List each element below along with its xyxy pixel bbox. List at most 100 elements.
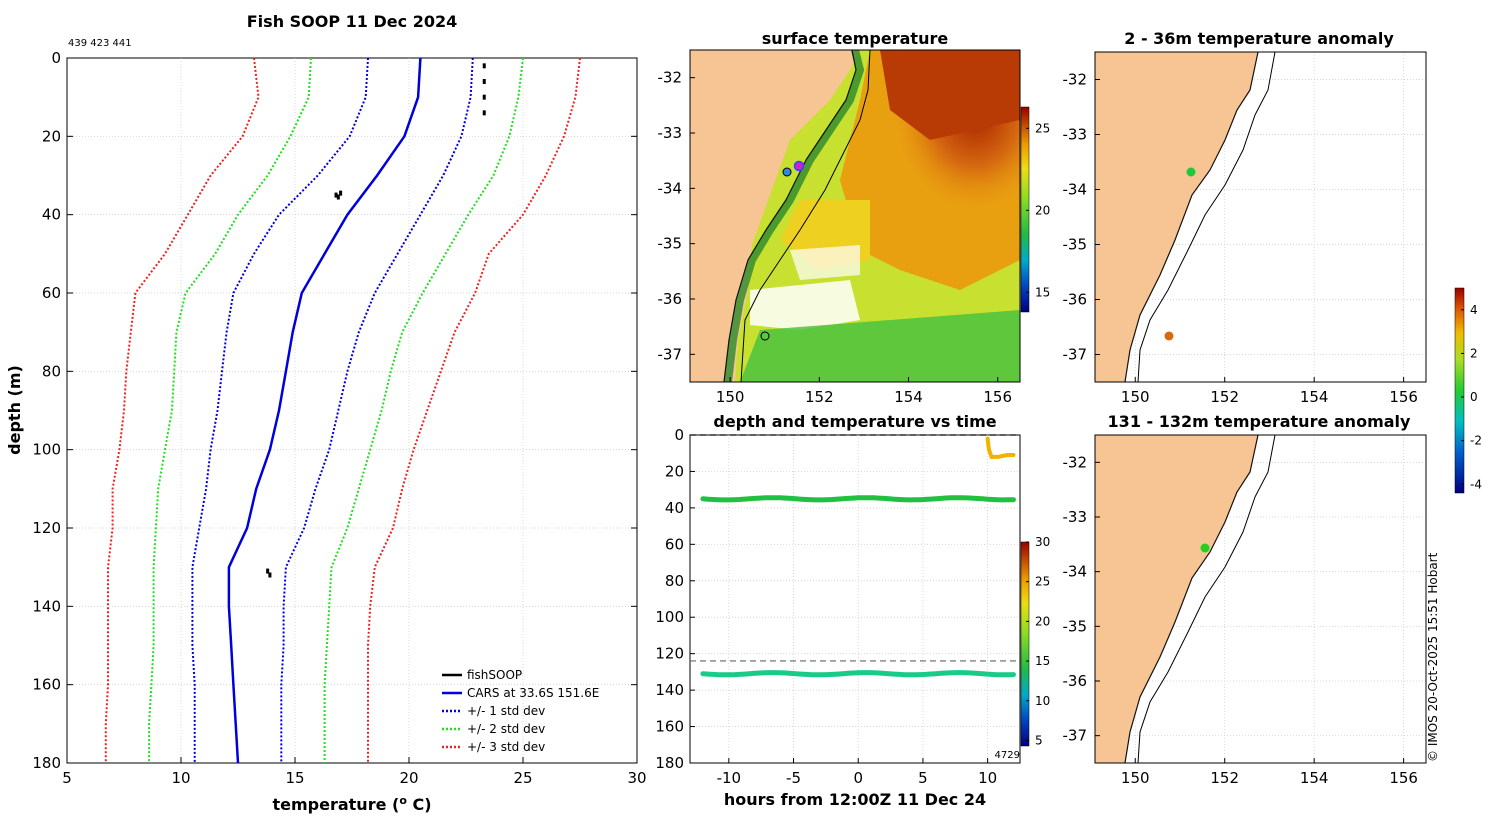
- depth-time-xtick-label: 0: [853, 769, 863, 787]
- profile-ytick-label: 0: [51, 49, 61, 67]
- profile-xtick-label: 10: [171, 769, 190, 787]
- sst-colorbar-ticks: 15 20 25: [1026, 121, 1050, 299]
- anomaly-bottom-xtick-label: 150: [1121, 769, 1150, 787]
- anomaly-top-ytick-label: -37: [1063, 346, 1088, 364]
- sst-colorbar-tick-label: 25: [1035, 121, 1050, 135]
- anomaly-bottom-isobath: [1137, 434, 1276, 764]
- profile-xtick-label: 20: [399, 769, 418, 787]
- anomaly-bottom-panel: 131 - 132m temperature anomaly 150 152 154…: [1063, 412, 1427, 787]
- profile-plot-frame: [66, 57, 638, 764]
- profile-xtick-label: 30: [627, 769, 646, 787]
- anomaly-top-frame: [1094, 51, 1427, 383]
- depth-time-panel: depth and temperature vs time -10 -5 0 5 100…: [655, 412, 1050, 809]
- profile-ytick-label: 20: [42, 127, 61, 145]
- depth-time-title: depth and temperature vs time: [713, 412, 996, 431]
- fishsoop-point: [482, 94, 486, 100]
- sst-ytick-label: -32: [658, 69, 683, 87]
- anomaly-colorbar-tick-label: 0: [1470, 390, 1478, 404]
- anomaly-bottom-xtick-label: 152: [1210, 769, 1239, 787]
- depth-time-series-35-m: [700, 495, 1016, 503]
- sst-colorbar: [1020, 106, 1030, 313]
- anomaly-top-xtick-label: 154: [1300, 388, 1329, 406]
- depth-time-colorbar: [1020, 541, 1030, 747]
- depth-time-colorbar-tick-label: 30: [1035, 535, 1050, 549]
- depth-time-ytick-label: 40: [665, 499, 684, 517]
- anomaly-colorbar-tick-label: 2: [1470, 346, 1478, 360]
- fishsoop-point: [268, 572, 272, 578]
- fishsoop-point: [482, 63, 486, 69]
- anomaly-top-ytick-label: -32: [1063, 71, 1088, 89]
- anomaly-top-coastline: [1124, 51, 1259, 383]
- profile-ylabel: depth (m): [5, 365, 24, 455]
- legend-label-std2: +/- 2 std dev: [467, 722, 545, 736]
- profile-panel: Fish SOOP 11 Dec 2024 439 423 441 5 10 15 2…: [5, 12, 647, 814]
- legend-label-cars: CARS at 33.6S 151.6E: [467, 686, 599, 700]
- depth-time-xtick-label: 10: [978, 769, 997, 787]
- depth-time-colorbar-tick-label: 20: [1035, 614, 1050, 628]
- anomaly-colorbar-tick-label: 4: [1470, 303, 1478, 317]
- profile-line--1-std-dev: [280, 57, 474, 763]
- sst-ytick-label: -36: [658, 290, 683, 308]
- depth-time-ytick-label: 60: [665, 535, 684, 553]
- profile-ytick-label: 120: [32, 519, 61, 537]
- profile-line--3-std-dev: [367, 57, 581, 763]
- anomaly-bottom-coastline: [1124, 434, 1259, 764]
- depth-time-corner-label: 4729: [995, 750, 1020, 761]
- anomaly-colorbar-group: 4 2 0 -2 -4: [1454, 287, 1482, 494]
- profile-ytick-label: 60: [42, 284, 61, 302]
- depth-time-xlabel: hours from 12:00Z 11 Dec 24: [724, 790, 986, 809]
- sst-ytick-label: -37: [658, 345, 683, 363]
- profile-gridlines: [67, 58, 637, 763]
- fishsoop-point: [334, 192, 338, 198]
- depth-time-series-group: [690, 434, 1020, 678]
- sst-ytick-label: -34: [658, 179, 683, 197]
- sst-map-title: surface temperature: [762, 29, 949, 48]
- sst-ytick-label: -35: [658, 235, 683, 253]
- profile-line--2-std-dev: [323, 57, 524, 763]
- legend-label-std3: +/- 3 std dev: [467, 740, 545, 754]
- depth-time-series-131-m: [700, 670, 1016, 678]
- profile-ytick-label: 160: [32, 676, 61, 694]
- anomaly-bottom-point: [1200, 543, 1210, 553]
- depth-time-xtick-label: -5: [786, 769, 801, 787]
- sst-xtick-label: 150: [716, 388, 745, 406]
- anomaly-top-point-shallow: [1186, 167, 1196, 177]
- depth-time-colorbar-tick-label: 5: [1035, 733, 1043, 747]
- sst-colorbar-tick-label: 20: [1035, 203, 1050, 217]
- sst-hot-core: [880, 50, 1020, 140]
- sst-map-frame: [689, 49, 1021, 383]
- profile-xtick-label: 15: [285, 769, 304, 787]
- anomaly-bottom-ticks: 150 152 154 156 -32 -33 -34 -35 -36 -37: [1063, 453, 1418, 787]
- anomaly-top-isobath: [1137, 51, 1276, 383]
- fishsoop-point: [482, 79, 486, 84]
- profile-ticks: 5 10 15 20 25 30 0 20 40 60 80 100 120 140 160 180: [32, 49, 646, 787]
- sst-cool-region: [740, 310, 1020, 382]
- sst-ytick-label: -33: [658, 124, 683, 142]
- depth-time-colorbar-tick-label: 10: [1035, 694, 1050, 708]
- anomaly-bottom-ytick-label: -37: [1063, 727, 1088, 745]
- fishsoop-point: [339, 190, 343, 196]
- profile-xtick-label: 25: [513, 769, 532, 787]
- anomaly-bottom-frame: [1094, 434, 1427, 764]
- anomaly-colorbar: [1454, 287, 1465, 494]
- sst-cloud-mask-2: [790, 245, 860, 280]
- sst-cloud-mask: [750, 280, 860, 330]
- profile-id-text: 439 423 441: [68, 38, 132, 49]
- profile-line--3-std-dev: [104, 57, 260, 763]
- sst-point-current: [793, 160, 805, 172]
- profile-line-cars-at-33-6s-151-6e: [227, 57, 422, 764]
- depth-time-ytick-label: 180: [655, 754, 684, 772]
- sst-point-end: [760, 331, 770, 341]
- sst-point-start: [782, 167, 792, 177]
- sst-xtick-label: 156: [983, 388, 1012, 406]
- depth-time-xtick-label: -10: [717, 769, 742, 787]
- profile-series-group: [104, 57, 581, 764]
- anomaly-top-ytick-label: -33: [1063, 126, 1088, 144]
- depth-time-ytick-label: 140: [655, 681, 684, 699]
- anomaly-bottom-xtick-label: 154: [1300, 769, 1329, 787]
- profile-line--1-std-dev: [191, 57, 369, 763]
- sst-xtick-label: 154: [894, 388, 923, 406]
- depth-time-ytick-label: 120: [655, 645, 684, 663]
- depth-time-colorbar-tick-label: 15: [1035, 654, 1050, 668]
